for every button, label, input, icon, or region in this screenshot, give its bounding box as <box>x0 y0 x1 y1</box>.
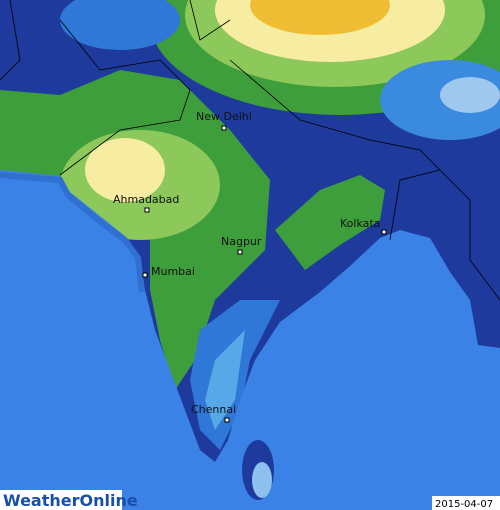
brand-box <box>0 490 122 510</box>
city-label: Mumbai <box>151 265 195 278</box>
date-box <box>432 496 500 510</box>
city-label: Ahmadabad <box>113 193 179 206</box>
city-label: New Delhi <box>196 110 252 123</box>
date-label: 2015-04-07 <box>435 499 493 510</box>
city-dot <box>381 229 387 235</box>
city-label: Kolkata <box>340 217 380 230</box>
band-blue <box>60 0 180 50</box>
sri-lanka-light <box>252 462 272 498</box>
city-dot <box>221 125 227 131</box>
band-orange <box>250 0 390 35</box>
city-label: Chennai <box>191 403 236 416</box>
city-dot <box>237 249 243 255</box>
city-dot <box>142 272 148 278</box>
band-yellow <box>85 138 165 202</box>
brand-logo: WeatherOnline <box>3 491 138 510</box>
city-label: Nagpur <box>221 235 262 248</box>
border <box>0 0 500 301</box>
band-light-blue <box>440 77 500 113</box>
city-dot <box>144 207 150 213</box>
band-light-blue <box>205 330 245 430</box>
city-dot <box>224 417 230 423</box>
cities: New Delhi Ahmadabad Kolkata Nagpur Mumba… <box>113 110 387 423</box>
band-green <box>275 175 385 270</box>
sea <box>0 170 500 510</box>
coast-shelf <box>0 172 145 293</box>
